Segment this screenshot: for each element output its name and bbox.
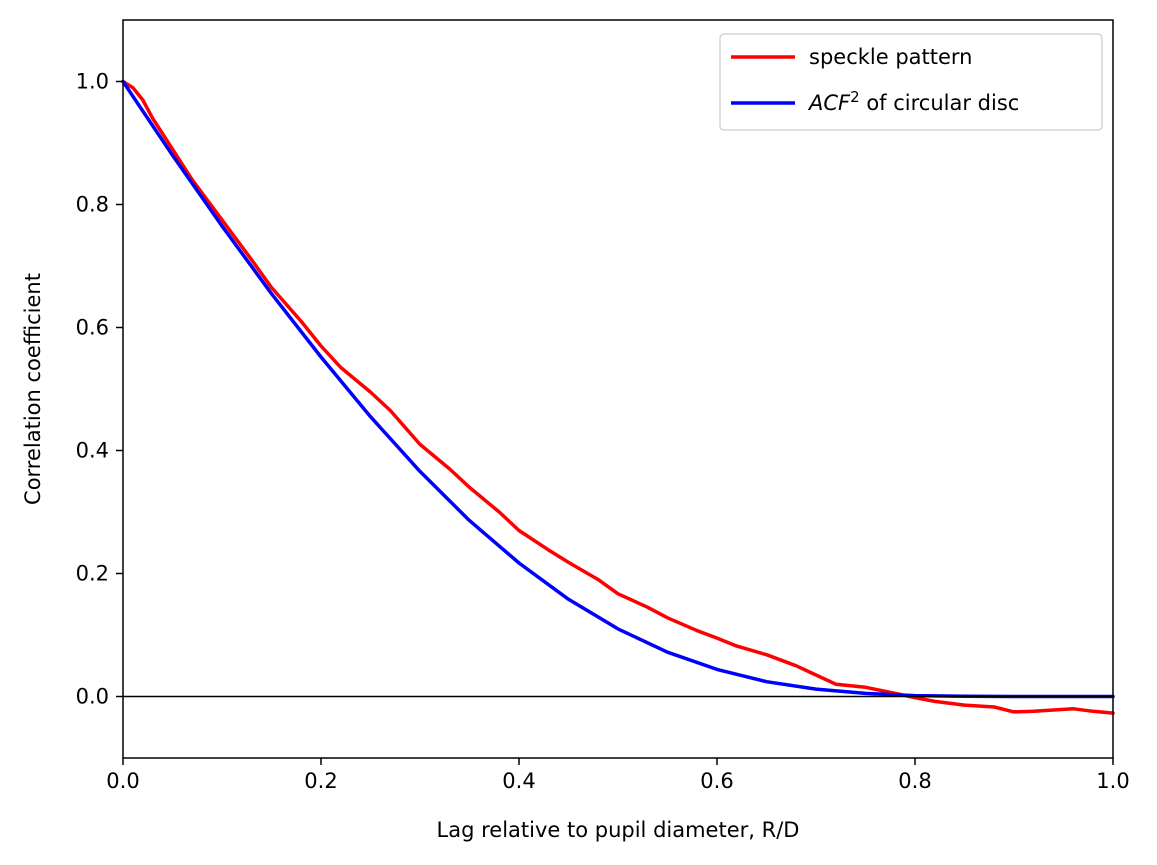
plot-frame <box>122 19 1114 759</box>
series-line-1 <box>121 79 1115 699</box>
legend-label-speckle-pattern: speckle pattern <box>809 45 973 69</box>
series-layer <box>121 79 1115 715</box>
y-tick-label-4: 0.8 <box>76 193 109 217</box>
x-tick-label-0: 0.0 <box>106 769 139 793</box>
ticks-layer: 0.0 0.2 0.4 0.6 0.8 1.0 0.0 0.2 0.4 0.6 0.8 1.0 <box>76 70 1130 794</box>
y-tick-label-1: 0.2 <box>76 562 109 586</box>
x-tick-label-3: 0.6 <box>700 769 733 793</box>
x-tick-label-5: 1.0 <box>1096 769 1129 793</box>
legend-label-acf-sup: 2 <box>850 88 860 106</box>
y-axis-label: Correlation coefficient <box>21 273 45 505</box>
x-tick-label-2: 0.4 <box>502 769 535 793</box>
legend-label-acf-main: ACF <box>807 91 851 115</box>
series-line-0 <box>121 79 1115 715</box>
y-tick-label-0: 0.0 <box>76 685 109 709</box>
x-tick-label-4: 0.8 <box>898 769 931 793</box>
y-tick-label-5: 1.0 <box>76 70 109 94</box>
x-tick-label-1: 0.2 <box>304 769 337 793</box>
legend-label-acf-rest: of circular disc <box>860 91 1020 115</box>
y-tick-label-3: 0.6 <box>76 316 109 340</box>
x-axis-label: Lag relative to pupil diameter, R/D <box>437 818 800 842</box>
legend-label-acf-circular-disc: ACF2 of circular disc <box>807 88 1019 115</box>
y-tick-label-2: 0.4 <box>76 439 109 463</box>
legend: speckle pattern ACF2 of circular disc <box>719 33 1103 131</box>
legend-box <box>719 33 1103 131</box>
